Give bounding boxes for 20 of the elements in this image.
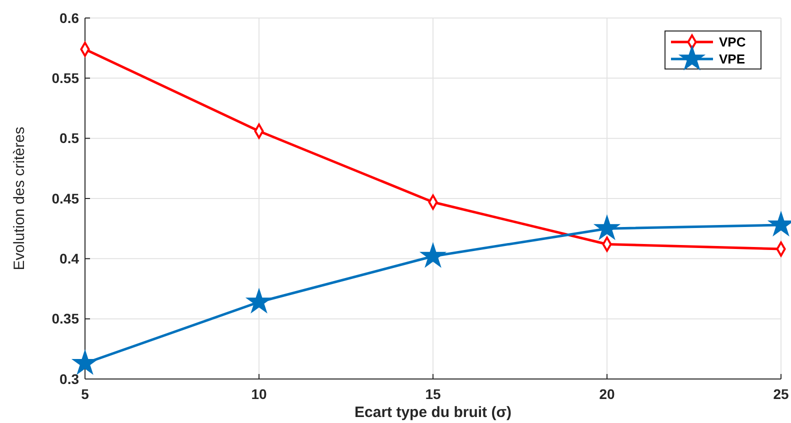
x-tick-label: 15 <box>425 386 441 402</box>
point <box>420 243 446 268</box>
y-tick-label: 0.35 <box>52 310 80 327</box>
x-tick-label: 10 <box>251 386 267 402</box>
y-tick-label: 0.3 <box>60 370 80 387</box>
y-tick-label: 0.55 <box>52 70 80 86</box>
y-tick-label: 0.6 <box>60 10 80 26</box>
legend-label: VPC <box>719 34 746 50</box>
x-tick-label: 5 <box>81 386 90 402</box>
legend-label: VPE <box>719 52 746 67</box>
x-tick-label: 25 <box>773 386 789 402</box>
point <box>594 215 620 240</box>
y-tick-label: 0.45 <box>52 190 80 206</box>
y-tick-label: 0.4 <box>60 250 80 267</box>
y-axis-title: Evolution des critères <box>11 126 28 270</box>
x-tick-label: 20 <box>599 386 615 402</box>
point <box>72 350 98 374</box>
y-tick-label: 0.5 <box>60 130 80 146</box>
x-axis-title: Ecart type du bruit (σ) <box>354 404 512 421</box>
point <box>246 288 272 313</box>
